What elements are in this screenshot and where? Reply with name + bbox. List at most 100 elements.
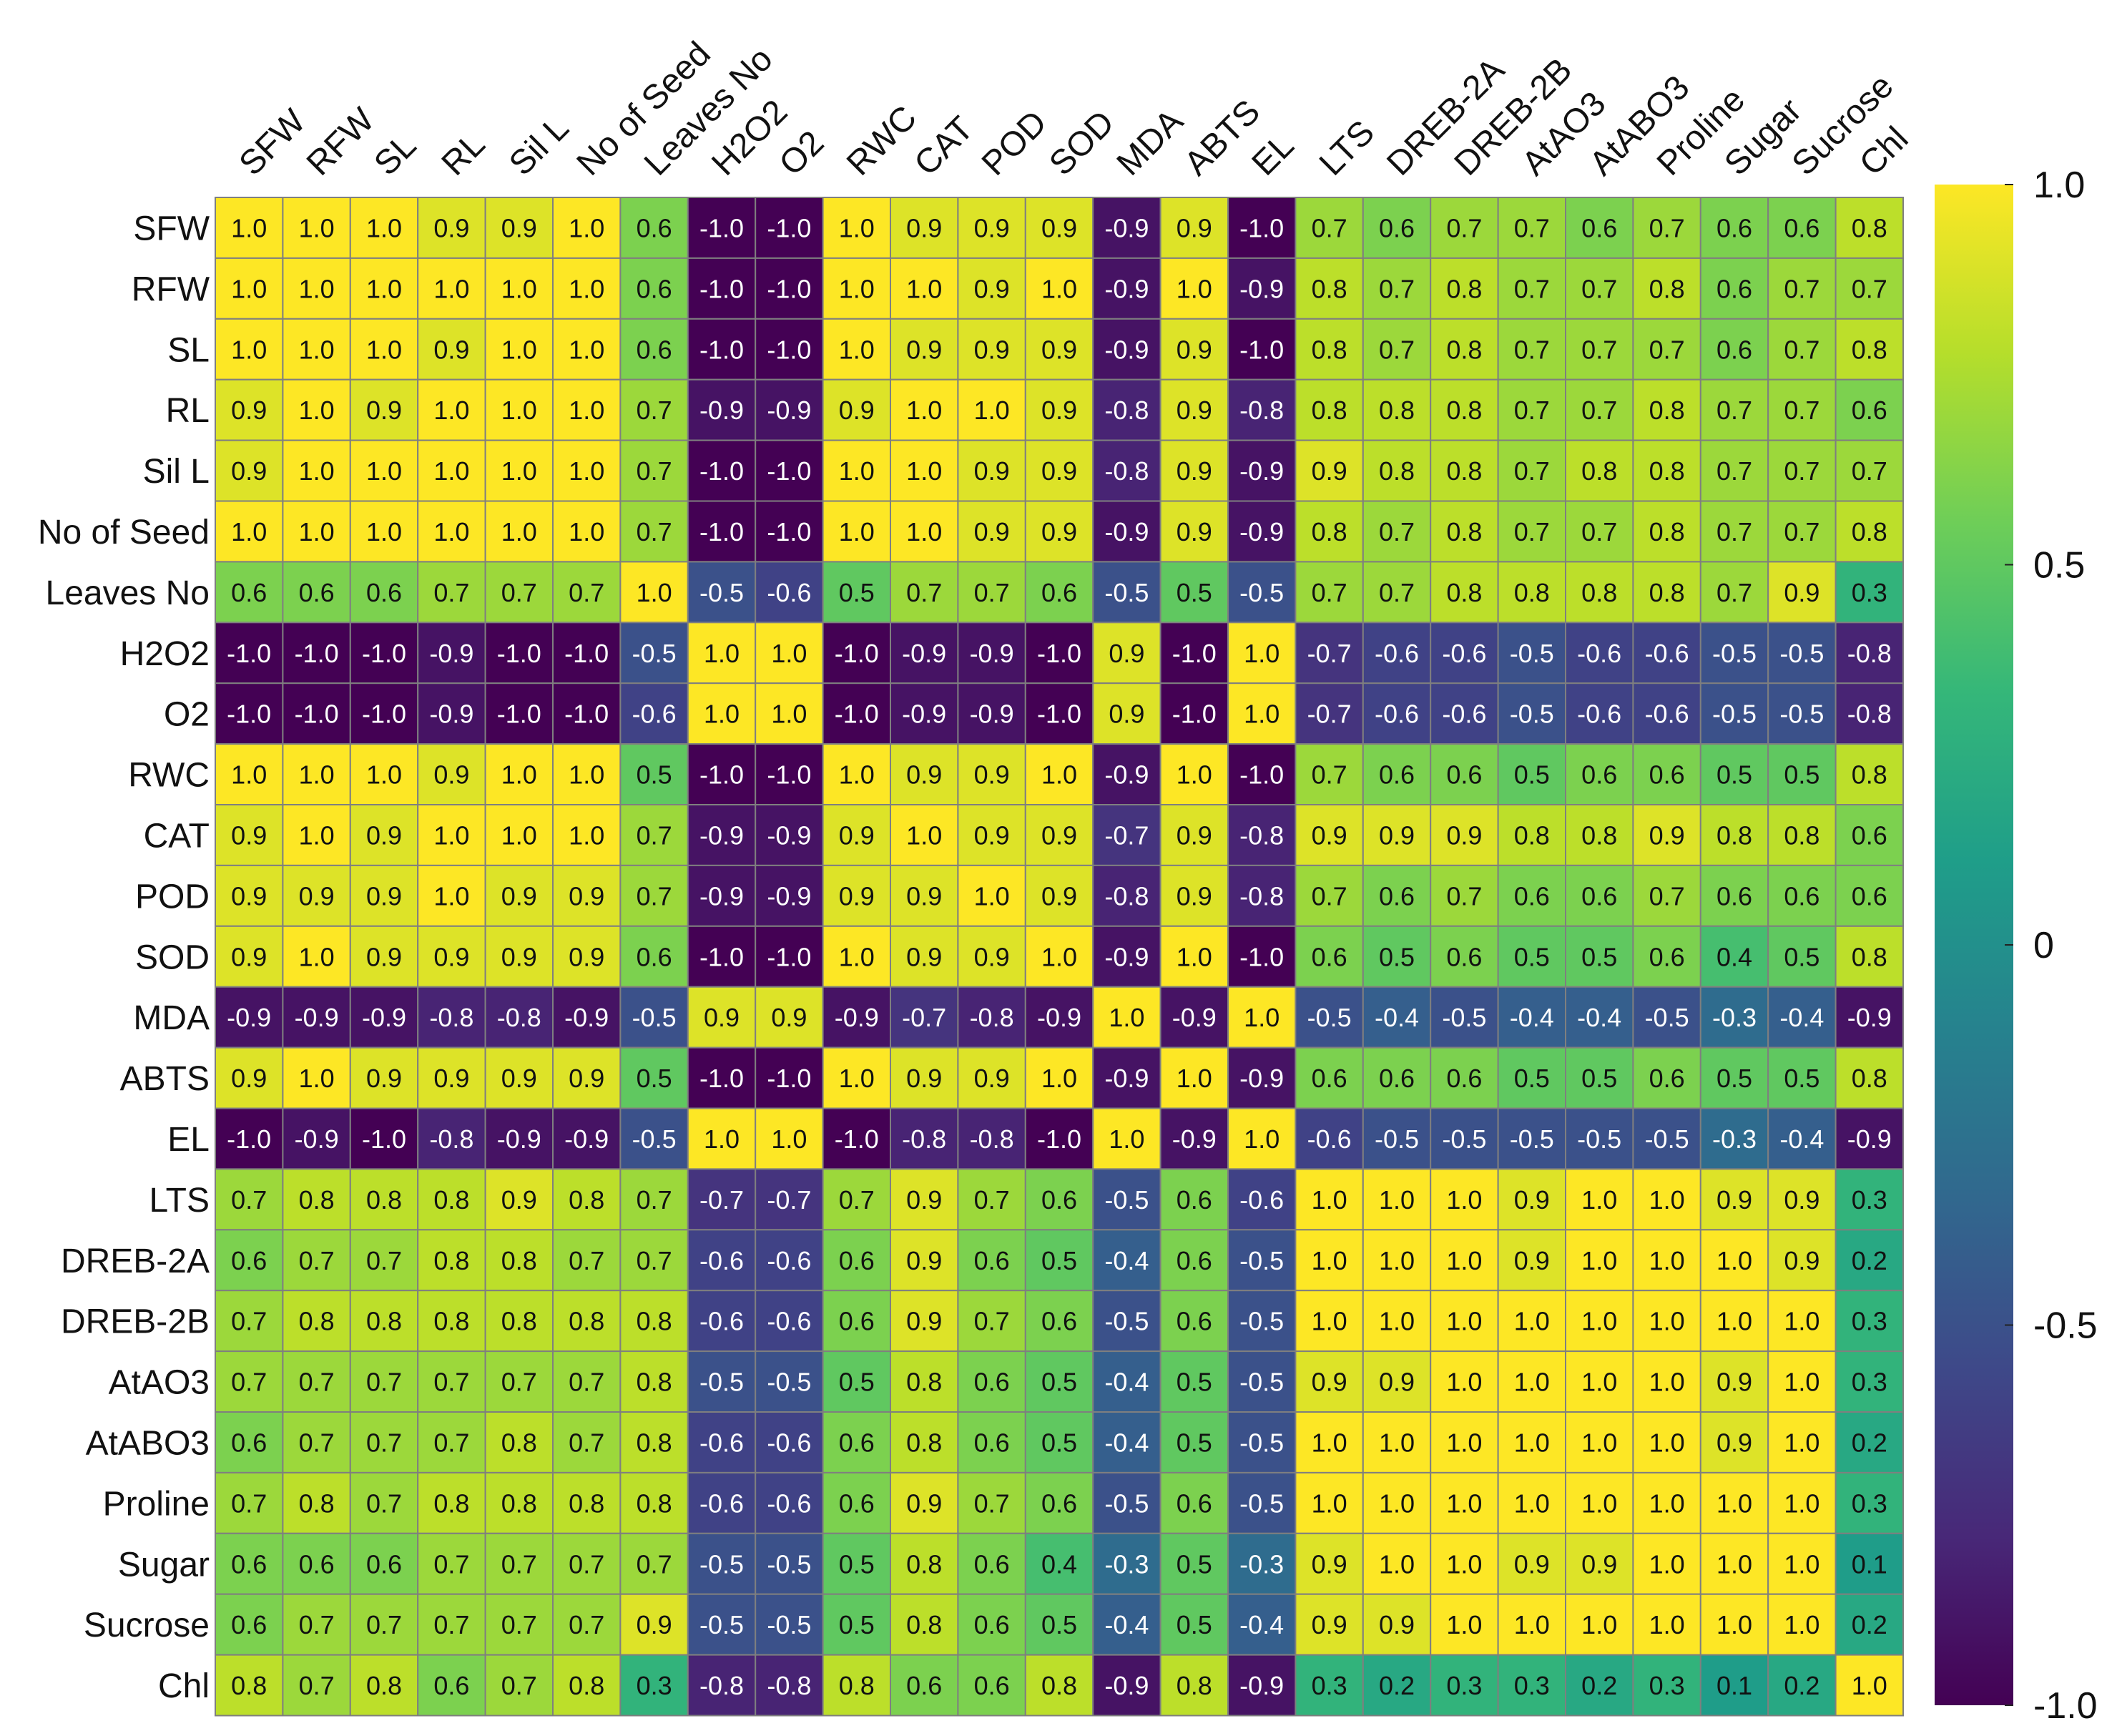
cell-value-label: -0.5 xyxy=(1779,639,1824,668)
heatmap-cell xyxy=(1699,1229,1769,1292)
cell-value-label: 0.7 xyxy=(501,1368,537,1397)
heatmap-cell xyxy=(1835,378,1905,441)
cell-value-label: 0.7 xyxy=(1379,274,1415,303)
cell-value-label: 0.5 xyxy=(1784,942,1819,971)
heatmap-cell xyxy=(484,986,554,1049)
cell-value-label: -0.9 xyxy=(1239,517,1284,546)
cell-value-label: 0.7 xyxy=(569,1549,604,1579)
heatmap-cell xyxy=(1835,1411,1905,1473)
heatmap-cell xyxy=(1767,1350,1837,1413)
cell-value-label: 0.7 xyxy=(1581,335,1617,364)
heatmap-cell xyxy=(1227,1654,1297,1717)
cell-value-label: -1.0 xyxy=(1239,335,1284,364)
cell-value-label: -0.9 xyxy=(699,396,744,425)
cell-value-label: -0.5 xyxy=(632,639,677,668)
heatmap-cell xyxy=(349,500,419,563)
heatmap-cell xyxy=(687,804,757,866)
cell-value-label: -1.0 xyxy=(699,213,744,242)
cell-value-label: 0.2 xyxy=(1379,1671,1415,1700)
heatmap-cell xyxy=(282,1593,351,1656)
cell-value-label: -0.5 xyxy=(1779,700,1824,729)
cell-value-label: 0.1 xyxy=(1852,1549,1887,1579)
heatmap-cell xyxy=(1699,1168,1769,1231)
cell-value-label: 0.5 xyxy=(1177,578,1212,607)
cell-value-label: 0.5 xyxy=(839,1368,875,1397)
heatmap-cell xyxy=(417,1290,486,1353)
cell-value-label: -0.6 xyxy=(632,700,677,729)
cell-value-label: -0.9 xyxy=(1104,942,1149,971)
heatmap-cell xyxy=(619,439,689,502)
heatmap-cell xyxy=(349,925,419,988)
cell-value-label: 1.0 xyxy=(839,517,875,546)
row-label: CAT xyxy=(144,817,210,855)
heatmap-cell xyxy=(552,318,622,381)
cell-value-label: -0.5 xyxy=(1510,700,1554,729)
heatmap-cell xyxy=(822,1654,891,1717)
cell-value-label: 0.9 xyxy=(906,213,942,242)
heatmap-cell xyxy=(1024,1350,1094,1413)
cell-value-label: 0.7 xyxy=(366,1489,402,1518)
heatmap-cell xyxy=(1295,1532,1364,1595)
cell-value-label: 1.0 xyxy=(1716,1549,1752,1579)
cell-value-label: 0.6 xyxy=(1041,1307,1077,1336)
cell-value-label: 0.9 xyxy=(433,1064,469,1093)
heatmap-cell xyxy=(1092,804,1161,866)
heatmap-cell xyxy=(822,500,891,563)
cell-value-label: 0.9 xyxy=(974,820,1010,850)
cell-value-label: -0.7 xyxy=(1307,700,1352,729)
heatmap-cell xyxy=(755,1229,824,1292)
heatmap-cell xyxy=(1699,1532,1769,1595)
cell-value-label: 0.7 xyxy=(974,578,1010,607)
heatmap-cell xyxy=(349,1411,419,1473)
row-label: RWC xyxy=(128,757,210,795)
cell-value-label: 0.8 xyxy=(1581,578,1617,607)
cell-value-label: 0.9 xyxy=(1716,1428,1752,1457)
cell-value-label: 1.0 xyxy=(1514,1368,1550,1397)
cell-value-label: -0.5 xyxy=(1239,1368,1284,1397)
cell-value-label: -0.6 xyxy=(767,578,811,607)
cell-value-label: -0.4 xyxy=(1510,1003,1554,1032)
heatmap-cell xyxy=(282,1290,351,1353)
heatmap-cell xyxy=(619,804,689,866)
cell-value-label: 0.8 xyxy=(1312,396,1347,425)
cell-value-label: 0.9 xyxy=(366,1064,402,1093)
cell-value-label: 0.8 xyxy=(1312,335,1347,364)
cell-value-label: 0.5 xyxy=(1514,942,1550,971)
cell-value-label: 1.0 xyxy=(1244,639,1280,668)
cell-value-label: 0.5 xyxy=(1514,1064,1550,1093)
cell-value-label: 0.6 xyxy=(1581,213,1617,242)
row-label: Leaves No xyxy=(46,574,210,612)
cell-value-label: -1.0 xyxy=(1037,700,1081,729)
cell-value-label: 1.0 xyxy=(569,274,604,303)
cell-value-label: -0.5 xyxy=(1239,1428,1284,1457)
row-label: POD xyxy=(135,878,210,916)
heatmap-cell xyxy=(1497,1411,1567,1473)
cell-value-label: 0.8 xyxy=(501,1489,537,1518)
heatmap-cell xyxy=(957,197,1026,259)
cell-value-label: 1.0 xyxy=(366,517,402,546)
cell-value-label: 0.6 xyxy=(974,1368,1010,1397)
cell-value-label: 0.6 xyxy=(231,1428,267,1457)
cell-value-label: 0.7 xyxy=(231,1368,267,1397)
cell-value-label: 0.9 xyxy=(906,1307,942,1336)
cell-value-label: 0.6 xyxy=(1581,760,1617,790)
heatmap-cell xyxy=(484,1350,554,1413)
cell-value-label: 0.7 xyxy=(569,1368,604,1397)
heatmap-cell xyxy=(1024,1046,1094,1109)
cell-value-label: -0.9 xyxy=(429,700,473,729)
cell-value-label: 1.0 xyxy=(1514,1610,1550,1639)
cell-value-label: -1.0 xyxy=(362,1124,406,1154)
cell-value-label: 0.8 xyxy=(637,1307,672,1336)
colorbar-scale xyxy=(1935,185,2013,1705)
cell-value-label: -0.9 xyxy=(1847,1003,1892,1032)
cell-value-label: -0.6 xyxy=(1577,700,1621,729)
cell-value-label: 0.7 xyxy=(1514,213,1550,242)
cell-value-label: 1.0 xyxy=(1649,1368,1685,1397)
cell-value-label: 0.6 xyxy=(974,1246,1010,1275)
heatmap-cell xyxy=(957,561,1026,624)
cell-value-label: 0.6 xyxy=(839,1307,875,1336)
heatmap-cell xyxy=(552,1290,622,1353)
cell-value-label: 0.6 xyxy=(1177,1307,1212,1336)
heatmap-cell xyxy=(349,1229,419,1292)
cell-value-label: 0.7 xyxy=(1852,274,1887,303)
